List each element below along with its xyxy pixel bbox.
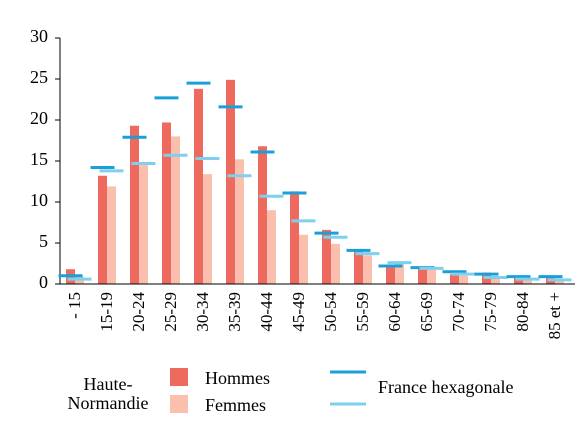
- bar: [267, 210, 276, 284]
- x-tick-label: 45-49: [289, 292, 308, 332]
- bar: [226, 79, 235, 284]
- x-tick-label: 30-34: [193, 292, 212, 332]
- bar: [354, 249, 363, 284]
- bar: [395, 263, 404, 284]
- x-tick-label: 65-69: [417, 292, 436, 332]
- x-tick-label: 35-39: [225, 292, 244, 332]
- x-tick-label: 50-54: [321, 292, 340, 332]
- bar: [162, 122, 171, 285]
- x-tick-label: 75-79: [481, 292, 500, 332]
- x-tick-label: 60-64: [385, 292, 404, 332]
- x-tick-label: 80-84: [513, 292, 532, 332]
- x-tick-label: 40-44: [257, 292, 276, 332]
- bar: [322, 229, 331, 284]
- bar: [418, 267, 427, 284]
- x-tick-label: 70-74: [449, 292, 468, 332]
- bar: [363, 255, 372, 284]
- y-tick-label: 30: [30, 26, 48, 46]
- bar: [450, 274, 459, 284]
- bar: [98, 175, 107, 284]
- x-tick-label: 15-19: [97, 292, 116, 332]
- bar: [427, 269, 436, 284]
- bar: [386, 265, 395, 284]
- y-tick-label: 10: [30, 190, 48, 210]
- bar: [331, 243, 340, 284]
- bar: [299, 234, 308, 284]
- legend-swatch: [170, 368, 188, 386]
- bar: [171, 136, 180, 284]
- bar: [491, 276, 500, 284]
- bar: [459, 275, 468, 284]
- y-tick-label: 0: [39, 272, 48, 292]
- legend-label: France hexagonale: [378, 377, 513, 397]
- x-tick-label: 25-29: [161, 292, 180, 332]
- bar: [235, 159, 244, 284]
- bar: [258, 146, 267, 284]
- y-tick-label: 20: [30, 108, 48, 128]
- legend-swatch: [170, 395, 188, 413]
- bar: [290, 191, 299, 284]
- bar: [523, 279, 532, 284]
- bar: [555, 279, 564, 284]
- y-tick-label: 15: [30, 149, 48, 169]
- legend-group-label: Normandie: [68, 393, 149, 413]
- legend-label: Femmes: [205, 395, 266, 415]
- y-tick-label: 25: [30, 67, 48, 87]
- y-tick-label: 5: [39, 231, 48, 251]
- bar: [139, 165, 148, 284]
- bar: [194, 88, 203, 284]
- bar: [107, 186, 116, 284]
- x-tick-label: - 15: [65, 292, 84, 319]
- x-tick-label: 85 et +: [545, 292, 564, 339]
- x-tick-label: 55-59: [353, 292, 372, 332]
- x-tick-label: 20-24: [129, 292, 148, 332]
- bar: [130, 125, 139, 285]
- legend-group-label: Haute-: [84, 374, 133, 394]
- legend-label: Hommes: [205, 368, 270, 388]
- bar: [203, 174, 212, 284]
